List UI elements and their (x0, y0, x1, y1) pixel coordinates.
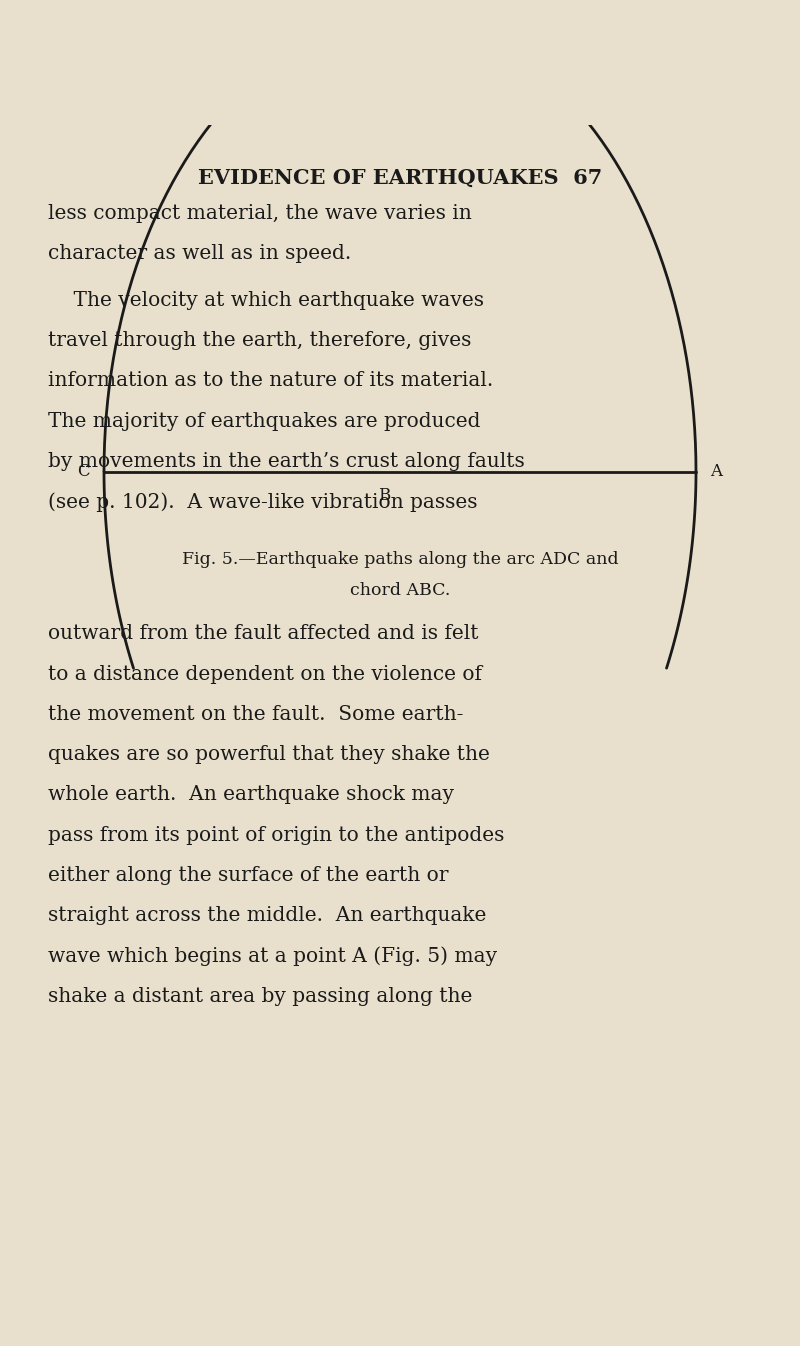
Text: B: B (378, 487, 390, 503)
Text: character as well as in speed.: character as well as in speed. (48, 245, 351, 264)
Text: the movement on the fault.  Some earth-: the movement on the fault. Some earth- (48, 705, 463, 724)
Text: less compact material, the wave varies in: less compact material, the wave varies i… (48, 205, 472, 223)
Text: pass from its point of origin to the antipodes: pass from its point of origin to the ant… (48, 825, 504, 845)
Text: The velocity at which earthquake waves: The velocity at which earthquake waves (48, 291, 484, 310)
Text: travel through the earth, therefore, gives: travel through the earth, therefore, giv… (48, 331, 471, 350)
Text: quakes are so powerful that they shake the: quakes are so powerful that they shake t… (48, 746, 490, 765)
Text: A: A (710, 463, 722, 481)
Text: Fig. 5.—Earthquake paths along the arc ADC and: Fig. 5.—Earthquake paths along the arc A… (182, 551, 618, 568)
Text: EVIDENCE OF EARTHQUAKES  67: EVIDENCE OF EARTHQUAKES 67 (198, 167, 602, 187)
Text: to a distance dependent on the violence of: to a distance dependent on the violence … (48, 665, 482, 684)
Text: information as to the nature of its material.: information as to the nature of its mate… (48, 371, 494, 390)
Text: shake a distant area by passing along the: shake a distant area by passing along th… (48, 987, 472, 1005)
Text: by movements in the earth’s crust along faults: by movements in the earth’s crust along … (48, 452, 525, 471)
Text: wave which begins at a point A (Fig. 5) may: wave which begins at a point A (Fig. 5) … (48, 946, 497, 966)
Text: either along the surface of the earth or: either along the surface of the earth or (48, 865, 449, 886)
Text: straight across the middle.  An earthquake: straight across the middle. An earthquak… (48, 906, 486, 925)
Text: C: C (77, 463, 90, 481)
Text: outward from the fault affected and is felt: outward from the fault affected and is f… (48, 625, 478, 643)
Text: chord ABC.: chord ABC. (350, 581, 450, 599)
Text: whole earth.  An earthquake shock may: whole earth. An earthquake shock may (48, 786, 454, 805)
Text: The majority of earthquakes are produced: The majority of earthquakes are produced (48, 412, 481, 431)
Text: (see p. 102).  A wave-like vibration passes: (see p. 102). A wave-like vibration pass… (48, 493, 478, 511)
